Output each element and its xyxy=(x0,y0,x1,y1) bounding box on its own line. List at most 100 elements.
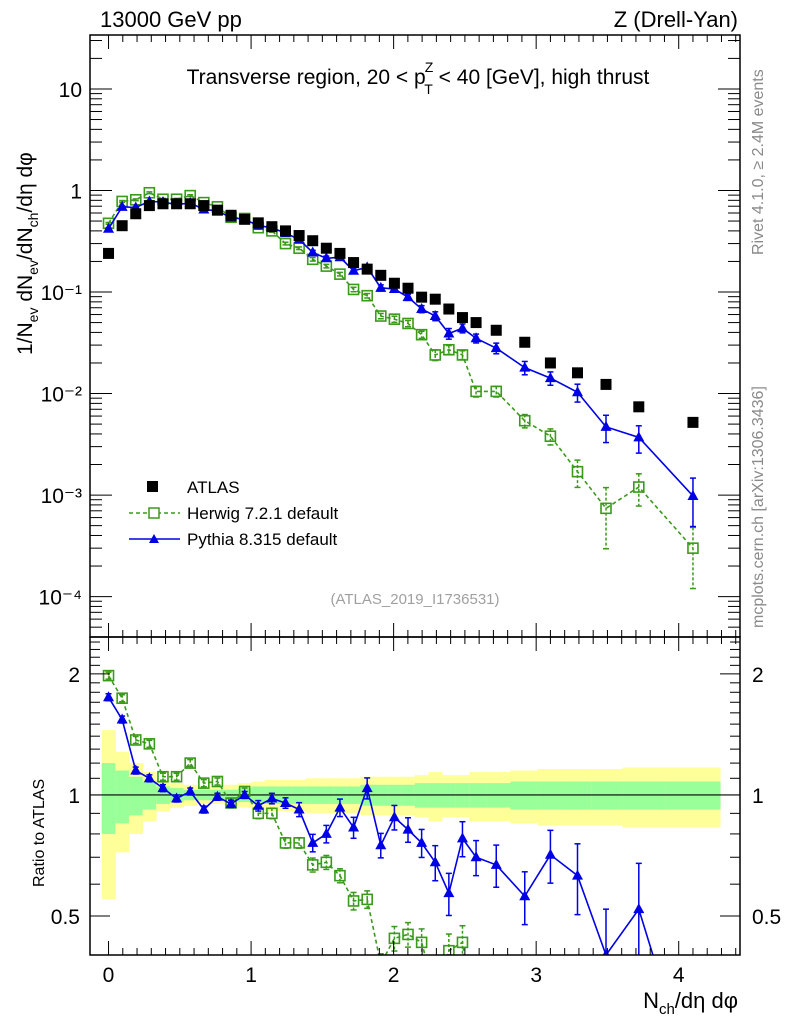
pythia-point xyxy=(130,764,142,775)
pythia-point xyxy=(402,823,414,834)
x-tick-label: 3 xyxy=(530,964,542,987)
band-inner-bin xyxy=(115,770,130,824)
herwig-point xyxy=(102,669,115,682)
atlas-point xyxy=(293,230,305,242)
atlas-point xyxy=(416,291,428,303)
ylabel-a: 1/N xyxy=(14,322,37,355)
atlas-point xyxy=(348,257,360,269)
herwig-point xyxy=(361,893,373,906)
atlas-point xyxy=(519,336,531,348)
pythia-point xyxy=(157,782,169,793)
herwig-point xyxy=(470,385,482,398)
pythia-point xyxy=(470,851,482,862)
atlas-point xyxy=(544,357,556,369)
pythia-point xyxy=(348,821,360,832)
atlas-point xyxy=(239,213,251,225)
herwig-point xyxy=(157,770,169,783)
atlas-point xyxy=(225,209,237,221)
herwig-point xyxy=(347,895,360,907)
main-panel: 10 1 10⁻¹ 10⁻² 10⁻³ 10⁻⁴ xyxy=(39,34,741,638)
ratio-ylabel: Ratio to ATLAS xyxy=(31,779,48,887)
atlas-point xyxy=(279,225,291,237)
atlas-point xyxy=(307,235,319,247)
pythia-point xyxy=(348,264,360,275)
pythia-point xyxy=(211,790,223,801)
herwig-point xyxy=(198,777,210,789)
pythia-point xyxy=(279,796,291,807)
y-tick-label: 10⁻¹ xyxy=(41,282,82,305)
atlas-point xyxy=(361,263,373,275)
herwig-point xyxy=(320,856,333,869)
herwig-point xyxy=(266,807,278,820)
atlas-point xyxy=(143,200,155,212)
pythia-point xyxy=(429,310,441,321)
pythia-point xyxy=(544,848,556,859)
herwig-point xyxy=(388,313,401,325)
atlas-point xyxy=(198,200,210,212)
atlas-point xyxy=(572,367,583,379)
band-inner-bin xyxy=(101,763,116,834)
ylabel-d: /dη dφ xyxy=(14,152,37,212)
atlas-point xyxy=(320,242,332,254)
herwig-point xyxy=(443,343,455,356)
herwig-point xyxy=(571,465,584,478)
atlas-point xyxy=(103,247,115,259)
herwig-point xyxy=(374,310,387,322)
ratio-panel: 0 1 2 3 4 2 2 1 1 0.5 0.5 xyxy=(51,636,781,987)
herwig-point xyxy=(544,430,557,443)
pythia-point xyxy=(456,832,468,843)
herwig-point xyxy=(687,542,699,554)
herwig-point xyxy=(388,932,401,945)
herwig-point xyxy=(456,936,469,949)
ratio-y-tick-label-right: 1 xyxy=(752,785,764,808)
pythia-point xyxy=(456,322,468,333)
herwig-point xyxy=(129,734,142,746)
pythia-point xyxy=(375,839,387,850)
pythia-point xyxy=(307,246,319,257)
pythia-ratio-series xyxy=(103,691,654,955)
pythia-point xyxy=(600,420,612,431)
pythia-point xyxy=(375,281,387,292)
herwig-point xyxy=(415,936,428,949)
title-sup: Z xyxy=(425,59,434,75)
pythia-point xyxy=(544,372,556,383)
atlas-point xyxy=(470,317,482,329)
pythia-point xyxy=(116,713,128,724)
legend-pythia-marker xyxy=(149,534,159,543)
atlas-point xyxy=(600,378,612,390)
pythia-point xyxy=(519,890,531,901)
atlas-series xyxy=(103,198,699,428)
herwig-point xyxy=(600,502,612,515)
herwig-point xyxy=(402,317,414,330)
pythia-ratio-line xyxy=(107,696,654,955)
pythia-point xyxy=(687,489,699,500)
xlabel-b: /dη dφ xyxy=(675,988,738,1013)
pythia-point xyxy=(416,303,428,314)
atlas-point xyxy=(456,312,468,324)
herwig-point xyxy=(279,837,292,849)
pythia-point xyxy=(633,431,645,442)
atlas-point xyxy=(402,282,414,294)
y-tick-label: 10⁻³ xyxy=(41,485,82,508)
herwig-point xyxy=(429,349,442,361)
legend: ATLAS Herwig 7.2.1 default Pythia 8.315 … xyxy=(129,478,338,549)
x-axis-label: Nch/dη dφ xyxy=(643,988,738,1018)
atlas-point xyxy=(633,401,645,413)
main-ylabel: 1/Nev dNev/dNch/dη dφ xyxy=(14,152,41,355)
legend-atlas-label: ATLAS xyxy=(187,478,240,497)
legend-herwig-marker xyxy=(148,507,160,519)
atlas-point xyxy=(388,277,400,289)
header-right: Z (Drell-Yan) xyxy=(614,7,738,32)
herwig-point xyxy=(116,692,128,704)
ylabel-c: /dN xyxy=(14,227,37,260)
ylabel-b: dN xyxy=(14,275,37,308)
analysis-id-watermark: (ATLAS_2019_I1736531) xyxy=(330,591,499,608)
pythia-point xyxy=(320,252,332,263)
pythia-point xyxy=(334,801,346,812)
herwig-point xyxy=(143,738,156,750)
pythia-point xyxy=(572,869,583,880)
y-tick-label: 1 xyxy=(70,180,82,203)
pythia-point xyxy=(116,200,128,211)
herwig-ratio-line xyxy=(107,675,465,955)
herwig-point xyxy=(376,959,386,969)
